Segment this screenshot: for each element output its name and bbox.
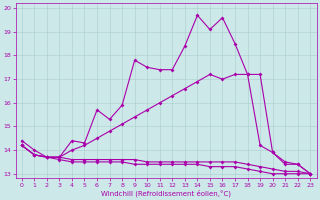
X-axis label: Windchill (Refroidissement éolien,°C): Windchill (Refroidissement éolien,°C) [101, 189, 231, 197]
